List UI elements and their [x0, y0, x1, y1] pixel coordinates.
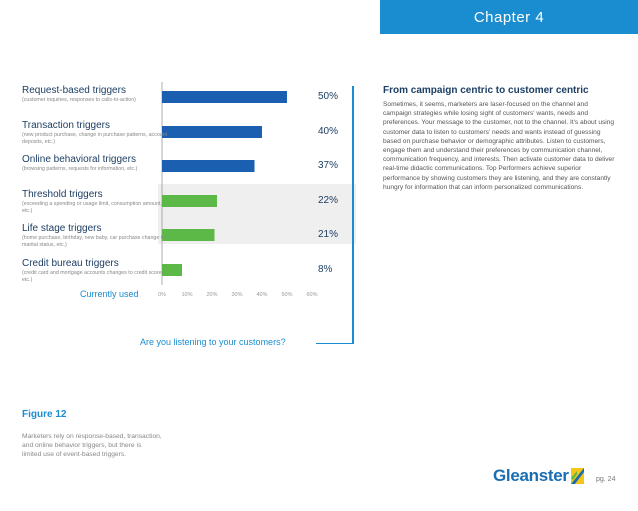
callout-line-vertical: [352, 86, 354, 344]
figure-caption: Marketers rely on response-based, transa…: [22, 433, 162, 458]
article-title: From campaign centric to customer centri…: [383, 85, 589, 96]
value-label: 37%: [318, 160, 339, 171]
x-tick-label: 60%: [306, 292, 318, 298]
gleanster-logo: Gleanster: [493, 466, 587, 486]
bar: [162, 229, 215, 241]
value-label: 50%: [318, 91, 339, 102]
category-subtitle: (exceeding a spending or usage limit, co…: [22, 201, 162, 214]
callout-question: Are you listening to your customers?: [140, 337, 286, 347]
category-label: Credit bureau triggers: [22, 258, 119, 269]
category-label: Request-based triggers: [22, 85, 126, 96]
article: From campaign centric to customer centri…: [383, 85, 615, 192]
category-label: Online behavioral triggers: [22, 154, 136, 165]
bar: [162, 126, 262, 138]
category-subtitle: (credit card and mortgage accounts chang…: [22, 270, 166, 283]
value-label: 8%: [318, 264, 333, 275]
bar: [162, 195, 217, 207]
value-label: 22%: [318, 195, 339, 206]
page-number: pg. 24: [596, 476, 616, 483]
category-subtitle: (customer inquiries, responses to calls-…: [22, 97, 136, 103]
callout-line-horizontal: [316, 343, 354, 344]
value-label: 21%: [318, 229, 339, 240]
category-label: Life stage triggers: [22, 223, 102, 234]
trigger-usage-chart: Currently used Request-based triggers (cu…: [22, 80, 362, 305]
x-tick-label: 50%: [281, 292, 293, 298]
article-body: Sometimes, it seems, marketers are laser…: [383, 101, 615, 191]
category-subtitle: (new product purchase, change in purchas…: [22, 132, 168, 145]
x-tick-label: 20%: [206, 292, 218, 298]
x-tick-label: 30%: [231, 292, 243, 298]
figure-label: Figure 12: [22, 409, 67, 420]
brand-name: Gleanster: [493, 466, 569, 485]
category-subtitle: (home purchase, birthday, new baby, car …: [22, 235, 165, 248]
x-tick-label: 40%: [256, 292, 268, 298]
value-label: 40%: [318, 126, 339, 137]
bar: [162, 91, 287, 103]
bar: [162, 264, 182, 276]
logo-mark-icon: [570, 468, 584, 484]
bar: [162, 160, 255, 172]
chapter-tab: Chapter 4: [380, 0, 638, 34]
category-label: Threshold triggers: [22, 189, 103, 200]
category-label: Transaction triggers: [22, 120, 110, 131]
x-tick-label: 0%: [158, 292, 166, 298]
x-tick-label: 10%: [181, 292, 193, 298]
chapter-title: Chapter 4: [473, 8, 545, 26]
x-axis-label: Currently used: [80, 289, 139, 299]
chart-canvas: [161, 82, 287, 285]
category-subtitle: (browsing patterns, requests for informa…: [22, 166, 138, 172]
